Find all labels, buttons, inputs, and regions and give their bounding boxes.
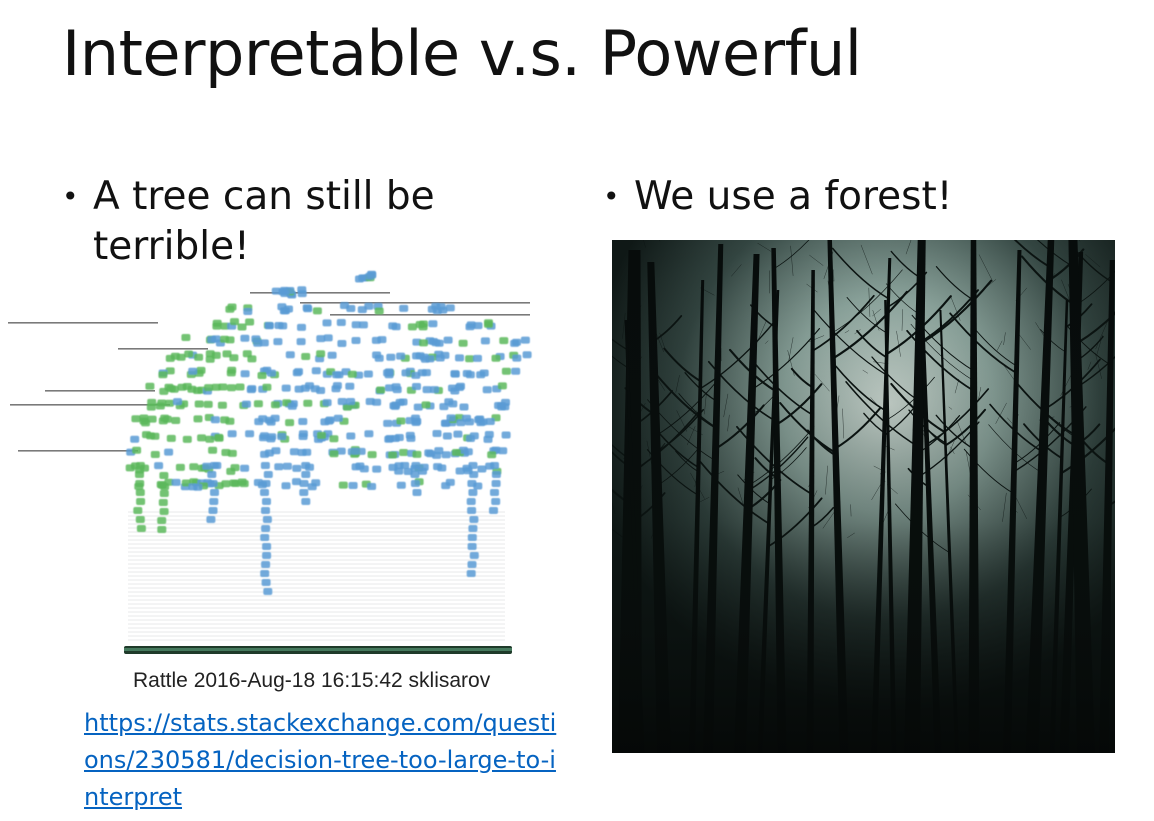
bullet-tree-text: A tree can still be terrible!	[93, 174, 435, 269]
decision-tree-image	[8, 270, 532, 654]
bullet-forest: • We use a forest!	[603, 172, 1123, 222]
bullet-forest-text: We use a forest!	[634, 174, 953, 219]
source-link[interactable]: https://stats.stackexchange.com/question…	[84, 709, 557, 811]
tree-image-caption: Rattle 2016-Aug-18 16:15:42 sklisarov	[133, 669, 491, 692]
slide-title: Interpretable v.s. Powerful	[62, 17, 862, 90]
bullet-tree: • A tree can still be terrible!	[62, 172, 462, 272]
forest-photo	[612, 240, 1115, 753]
bullet-dot-icon: •	[603, 180, 620, 213]
bullet-dot-icon: •	[62, 180, 79, 213]
